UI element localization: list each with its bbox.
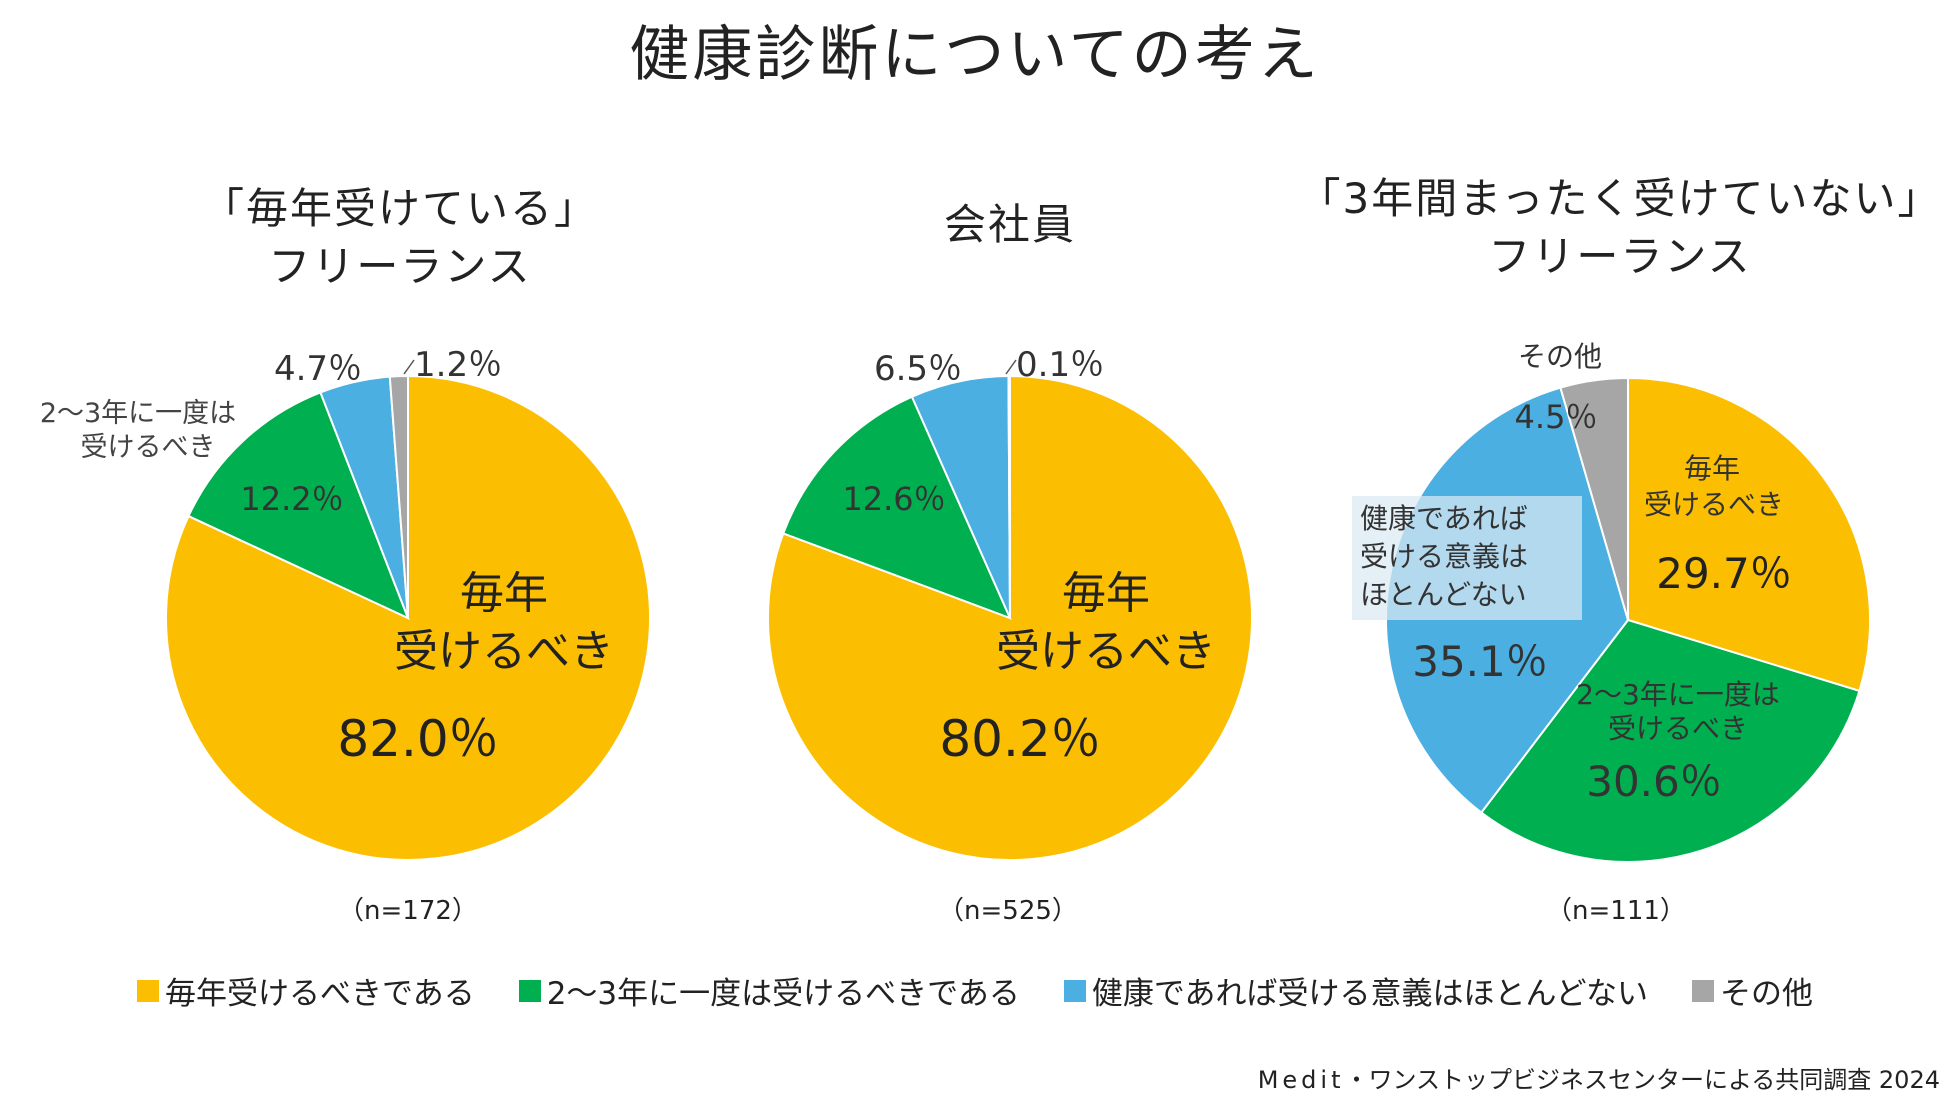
legend-item-not-needed: 健康であれば受ける意義はほとんどない — [1063, 968, 1648, 1013]
chart-3-blue-category-box — [1352, 496, 1582, 620]
legend-swatch-blue — [1063, 979, 1086, 1002]
chart-1-green-category-line2: 受けるべき — [81, 432, 216, 463]
chart-1-green-category-line1: 2〜3年に一度は — [40, 398, 236, 429]
chart-2-title-line1: 会社員 — [943, 200, 1076, 249]
chart-2-sample-size: （n=525） — [938, 896, 1078, 926]
chart-2-green-value: 12.6％ — [842, 480, 945, 518]
footer-text: ・ワンストップビジネスセンターによる共同調査 2024 — [1344, 1066, 1940, 1094]
legend-swatch-yellow — [137, 979, 159, 1002]
legend: 毎年受けるべきである 2〜3年に一度は受けるべきである 健康であれば受ける意義は… — [0, 968, 1950, 1013]
legend-label: 2〜3年に一度は受けるべきである — [546, 976, 1020, 1012]
chart-3-title-line1: 「3年間まったく受けていない」 — [1298, 174, 1942, 223]
footer-brand: Medit — [1257, 1066, 1345, 1094]
chart-1-blue-value: 4.7％ — [274, 349, 362, 389]
chart-3-blue-category-line2: 受ける意義は — [1360, 540, 1528, 573]
chart-3-green-category-line1: 2〜3年に一度は — [1576, 678, 1780, 711]
legend-item-every-2-3-years: 2〜3年に一度は受けるべきである — [518, 968, 1020, 1013]
chart-3-sample-size: （n=111） — [1546, 896, 1686, 926]
chart-3-yellow-category-line2: 受けるべき — [1644, 488, 1784, 521]
chart-1-slice-2 — [187, 391, 410, 620]
chart-3-slice-2 — [1479, 618, 1861, 863]
chart-1-slice-4 — [388, 374, 409, 619]
chart-3-gray-value: 4.5％ — [1515, 398, 1598, 436]
chart-1-yellow-category-line2: 受けるべき — [394, 626, 614, 677]
chart-1-title: 「毎年受けている」 フリーランス — [200, 180, 600, 296]
chart-3-title-line2: フリーランス — [1488, 232, 1752, 281]
footer-credit: Medit・ワンストップビジネスセンターによる共同調査 2024 — [1258, 1060, 1940, 1095]
chart-2-slice-2 — [781, 395, 1012, 620]
legend-item-yearly: 毎年受けるべきである — [137, 968, 475, 1013]
chart-2-yellow-value: 80.2％ — [939, 710, 1100, 768]
page-title: 健康診断についての考え — [629, 20, 1321, 90]
chart-3-blue-value: 35.1％ — [1412, 637, 1548, 686]
chart-1-sample-size: （n=172） — [338, 896, 478, 926]
chart-1-gray-leader-line — [403, 359, 415, 375]
chart-3-title: 「3年間まったく受けていない」 フリーランス — [1280, 170, 1950, 286]
chart-3-slice-1 — [1627, 376, 1871, 693]
chart-1-title-line2: フリーランス — [268, 242, 532, 291]
chart-3-green-value: 30.6％ — [1586, 757, 1722, 806]
chart-3-blue-category-line3: ほとんどない — [1360, 578, 1527, 611]
chart-2-gray-value: 0.1％ — [1016, 345, 1104, 385]
legend-item-other: その他 — [1691, 968, 1813, 1013]
chart-3-other-category: その他 — [1518, 340, 1602, 373]
chart-1-green-value: 12.2％ — [240, 480, 343, 518]
chart-3-yellow-category-line1: 毎年 — [1684, 452, 1740, 485]
chart-3-green-category-line2: 受けるべき — [1608, 712, 1748, 745]
chart-1-yellow-category-line1: 毎年 — [460, 568, 548, 619]
chart-2-yellow-category-line2: 受けるべき — [996, 626, 1216, 677]
legend-swatch-green — [518, 979, 541, 1002]
legend-label: 毎年受けるべきである — [165, 976, 475, 1012]
chart-2-slice-4 — [1007, 374, 1011, 619]
chart-1-title-line1: 「毎年受けている」 — [201, 184, 598, 233]
chart-1-gray-value: 1.2％ — [414, 345, 502, 385]
legend-label: 健康であれば受ける意義はほとんどない — [1091, 976, 1648, 1012]
chart-3-yellow-value: 29.7％ — [1656, 549, 1792, 598]
chart-2-gray-leader-line — [1005, 359, 1017, 375]
chart-2-title: 会社員 — [810, 196, 1210, 254]
legend-swatch-gray — [1691, 979, 1714, 1002]
chart-3-blue-category-line1: 健康であれば — [1360, 502, 1528, 535]
chart-1-yellow-value: 82.0％ — [337, 710, 498, 768]
legend-label: その他 — [1719, 976, 1813, 1012]
chart-3-slice-4 — [1559, 376, 1629, 621]
chart-2-blue-value: 6.5％ — [874, 349, 962, 389]
chart-2-yellow-category-line1: 毎年 — [1062, 568, 1150, 619]
